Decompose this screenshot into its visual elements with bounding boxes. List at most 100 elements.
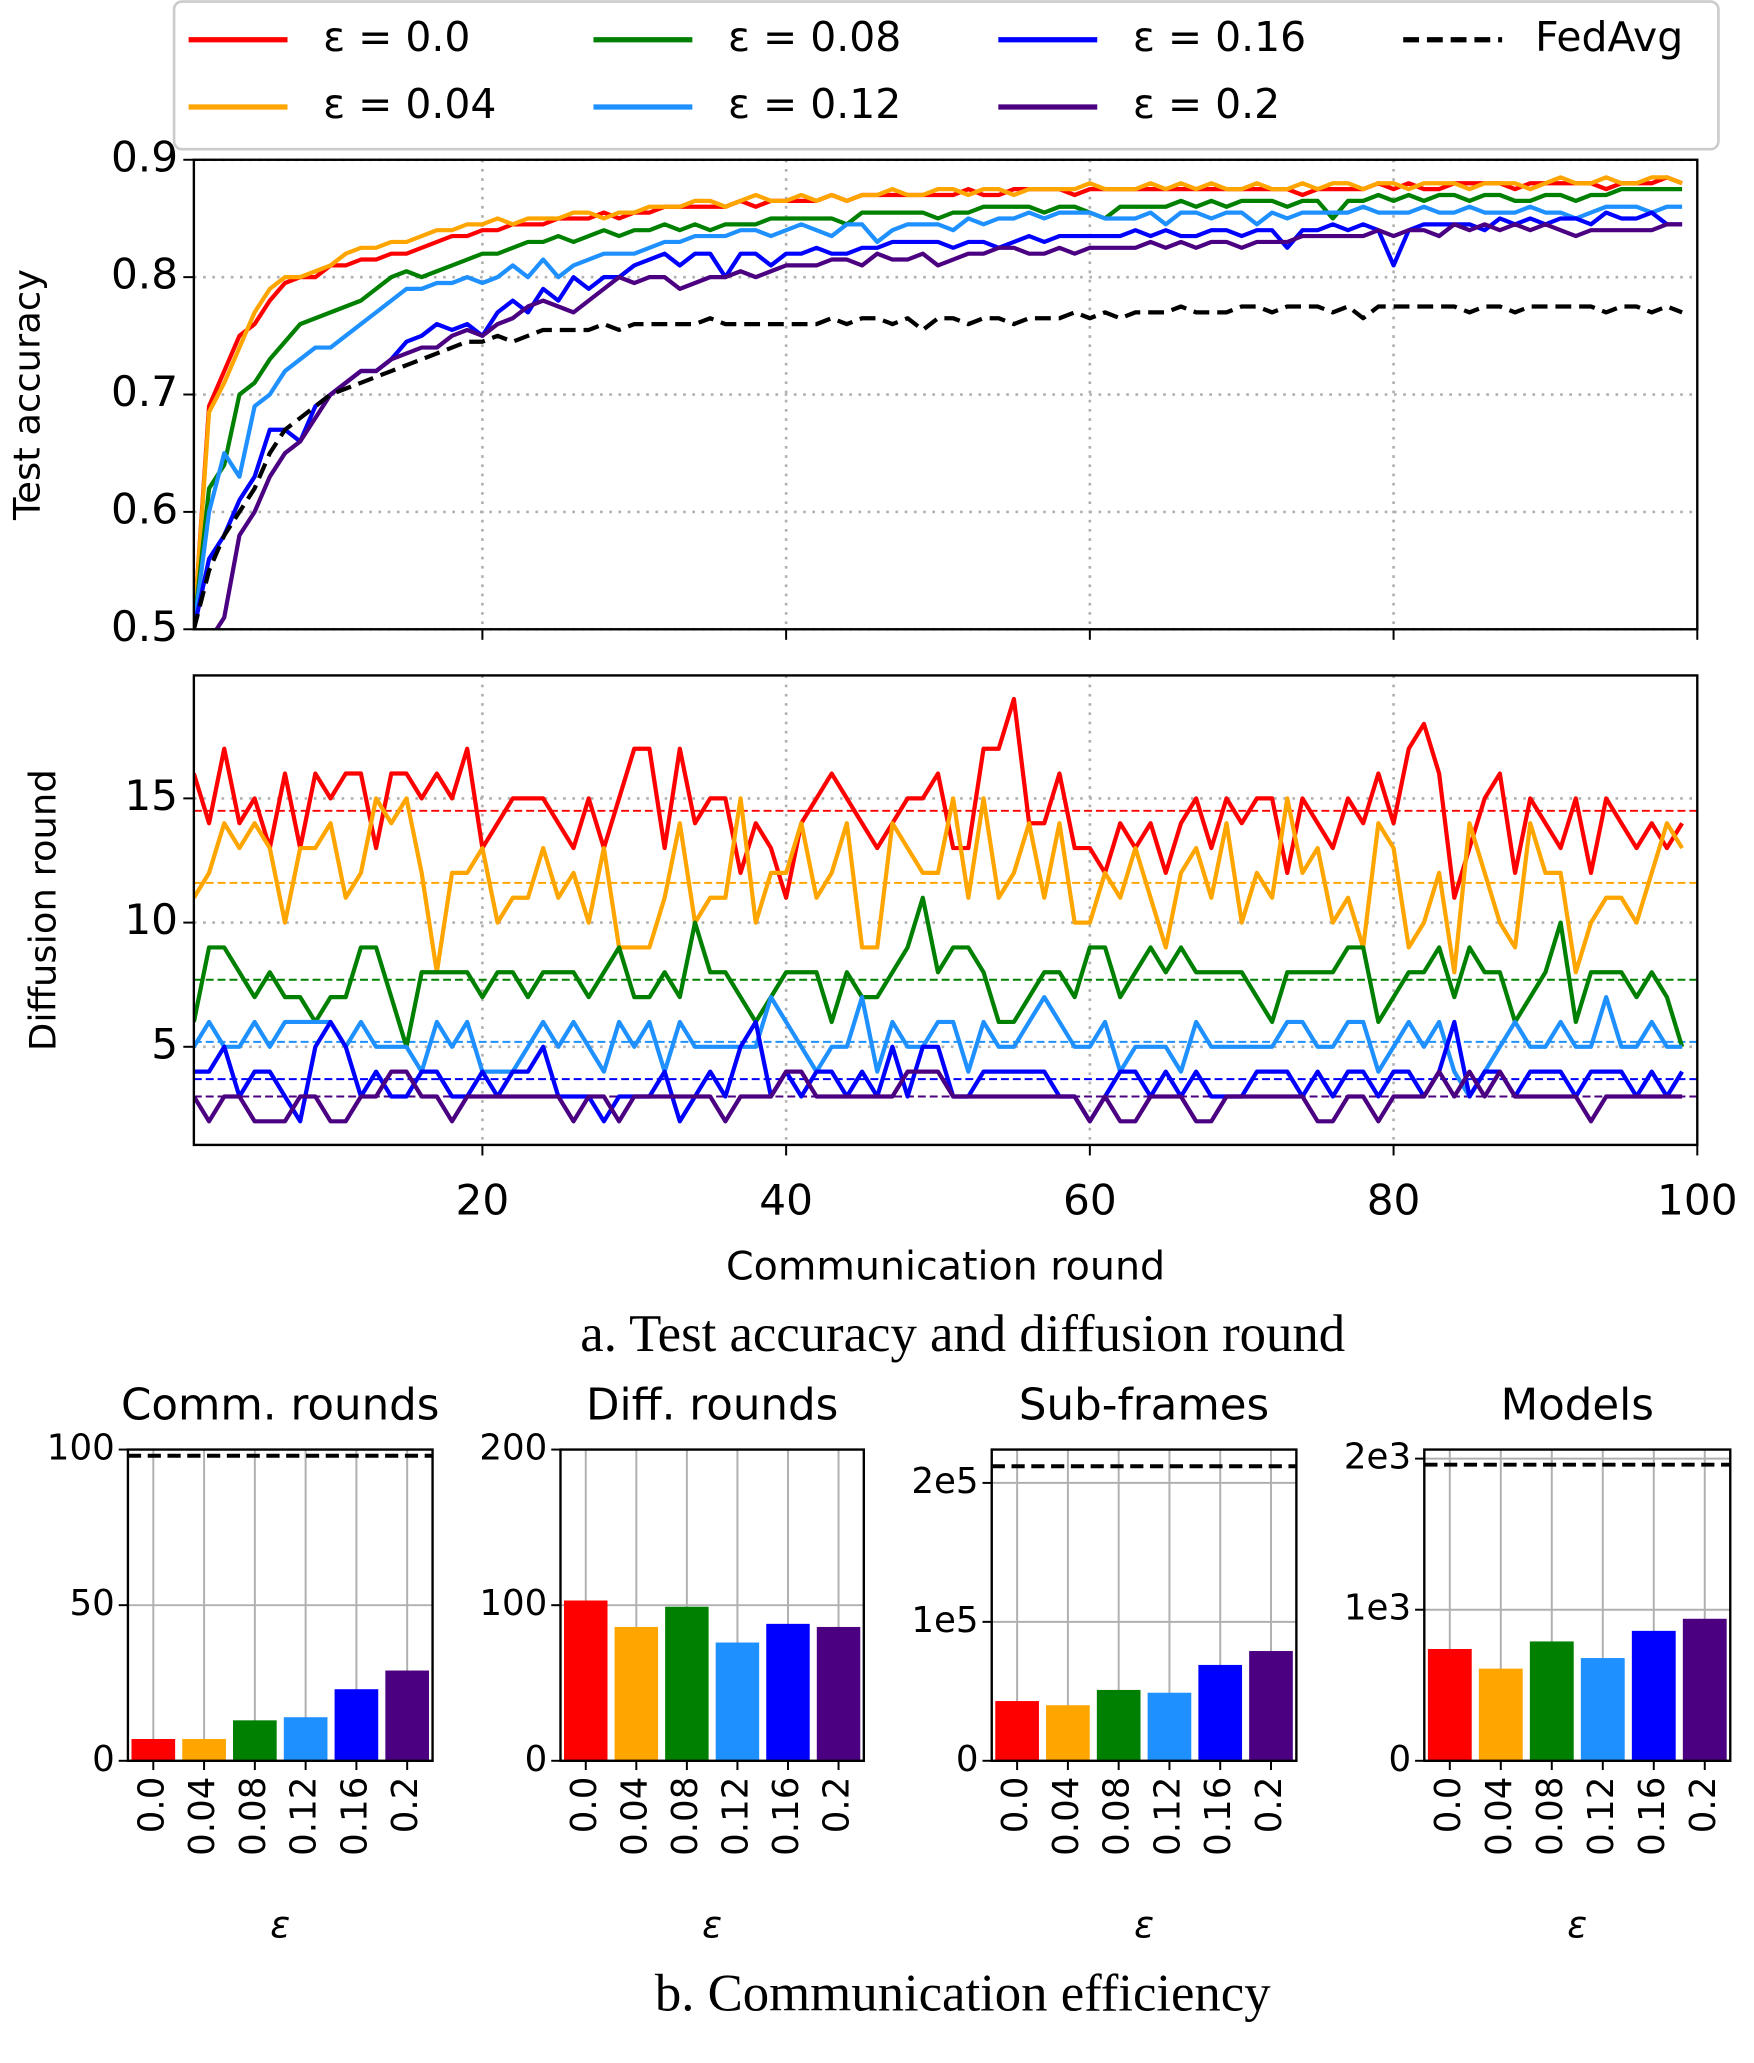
x-tick-label: 0.08 <box>665 1777 706 1856</box>
x-tick-label: 0.08 <box>1097 1777 1138 1856</box>
x-tick-label: 0.12 <box>284 1777 325 1856</box>
bar <box>233 1720 277 1761</box>
bar <box>1682 1618 1727 1761</box>
y-tick-label: 100 <box>47 1428 115 1469</box>
bar <box>131 1739 176 1761</box>
legend-label: ε = 0.04 <box>323 80 496 128</box>
bar <box>1046 1705 1090 1761</box>
series-line <box>193 175 1683 630</box>
axes-frame <box>990 1448 1298 1762</box>
chart-title: Sub-frames <box>1019 1380 1269 1430</box>
series-line <box>193 175 1683 630</box>
caption: a. Test accuracy and diffusion round <box>580 1305 1345 1363</box>
series-line <box>193 895 1685 1049</box>
x-tick-label: 0.2 <box>385 1777 426 1834</box>
y-tick-label: 0 <box>956 1739 979 1780</box>
x-tick-label: 0.04 <box>1046 1777 1087 1856</box>
bar <box>385 1670 430 1761</box>
x-tick-label: 0.16 <box>1198 1777 1239 1856</box>
x-tick-label: 0.08 <box>1530 1777 1571 1856</box>
y-tick-label: 0 <box>1388 1739 1411 1780</box>
bar <box>182 1739 226 1761</box>
bar <box>1096 1689 1141 1761</box>
legend-label: ε = 0.12 <box>728 80 901 128</box>
bar <box>1198 1664 1243 1761</box>
x-tick-label: 40 <box>759 1175 813 1224</box>
bar <box>1427 1648 1472 1761</box>
y-tick-label: 0 <box>525 1739 548 1780</box>
y-tick-label: 0.6 <box>111 484 178 533</box>
series-line <box>193 304 1683 630</box>
axes-frame <box>559 1448 865 1762</box>
y-tick-label: 1e3 <box>1344 1588 1411 1629</box>
y-tick-label: 0.7 <box>111 367 178 416</box>
x-tick-label: 0.2 <box>1249 1777 1290 1834</box>
series-line <box>193 995 1683 1099</box>
legend-label: ε = 0.2 <box>1133 80 1280 128</box>
axes-frame <box>126 1448 434 1762</box>
x-tick-label: 0.08 <box>233 1777 274 1856</box>
axes-frame <box>192 158 1699 631</box>
chart-title: Diff. rounds <box>586 1380 838 1430</box>
y-tick-label: 15 <box>124 771 178 820</box>
y-tick-label: 0.8 <box>111 250 178 299</box>
x-axis-label: Communication round <box>726 1243 1165 1289</box>
chart-title: Models <box>1501 1380 1654 1430</box>
x-tick-label: 0.16 <box>766 1777 807 1856</box>
bar <box>1529 1641 1574 1761</box>
bar <box>283 1717 328 1761</box>
x-tick-label: 0.16 <box>1632 1777 1673 1856</box>
y-axis-label: Diffusion round <box>21 769 64 1051</box>
x-axis-label: ε <box>702 1903 722 1946</box>
x-tick-label: 0.0 <box>131 1777 172 1834</box>
y-tick-label: 2e5 <box>911 1461 978 1502</box>
series-line <box>193 796 1684 975</box>
y-tick-label: 10 <box>124 895 178 944</box>
x-tick-label: 0.2 <box>817 1777 858 1834</box>
legend-box <box>172 0 1720 151</box>
x-axis-label: ε <box>1134 1903 1154 1946</box>
x-tick-label: 0.04 <box>182 1777 223 1856</box>
bar <box>715 1642 760 1761</box>
axes-frame <box>1423 1448 1732 1762</box>
y-tick-label: 2e3 <box>1344 1437 1411 1478</box>
y-axis-label: Test accuracy <box>6 269 49 521</box>
x-tick-label: 0.12 <box>1581 1777 1622 1856</box>
x-tick-label: 0.0 <box>995 1777 1036 1834</box>
x-tick-label: 100 <box>1657 1175 1738 1224</box>
legend-label: FedAvg <box>1535 13 1683 61</box>
y-tick-label: 1e5 <box>911 1600 978 1641</box>
series-line <box>193 222 1683 630</box>
bar <box>995 1701 1039 1761</box>
legend-label: ε = 0.0 <box>323 13 470 61</box>
series-line <box>193 1069 1683 1124</box>
x-tick-label: 0.0 <box>564 1777 605 1834</box>
bar <box>1580 1658 1625 1761</box>
bar <box>665 1606 709 1761</box>
bar <box>1478 1668 1523 1761</box>
bar <box>816 1626 861 1761</box>
bar <box>614 1626 659 1761</box>
bar <box>564 1600 608 1761</box>
bar <box>1249 1651 1293 1761</box>
y-tick-label: 5 <box>151 1019 178 1068</box>
x-tick-label: 0.2 <box>1683 1777 1724 1834</box>
x-tick-label: 80 <box>1367 1175 1421 1224</box>
y-tick-label: 0.9 <box>111 132 178 181</box>
x-tick-label: 0.12 <box>1147 1777 1188 1856</box>
legend-label: ε = 0.16 <box>1133 13 1306 61</box>
legend-label: ε = 0.08 <box>728 13 901 61</box>
x-tick-label: 0.04 <box>1479 1777 1520 1856</box>
y-tick-label: 200 <box>479 1428 547 1469</box>
bar <box>1631 1630 1676 1761</box>
x-tick-label: 0.16 <box>334 1777 375 1856</box>
y-tick-label: 50 <box>69 1583 114 1624</box>
plot-area <box>193 696 1698 1124</box>
x-axis-label: ε <box>270 1903 290 1946</box>
x-axis-label: ε <box>1567 1903 1587 1946</box>
bar <box>766 1623 810 1761</box>
caption: b. Communication efficiency <box>655 1964 1271 2022</box>
series-line <box>193 204 1683 630</box>
bar <box>334 1689 379 1761</box>
